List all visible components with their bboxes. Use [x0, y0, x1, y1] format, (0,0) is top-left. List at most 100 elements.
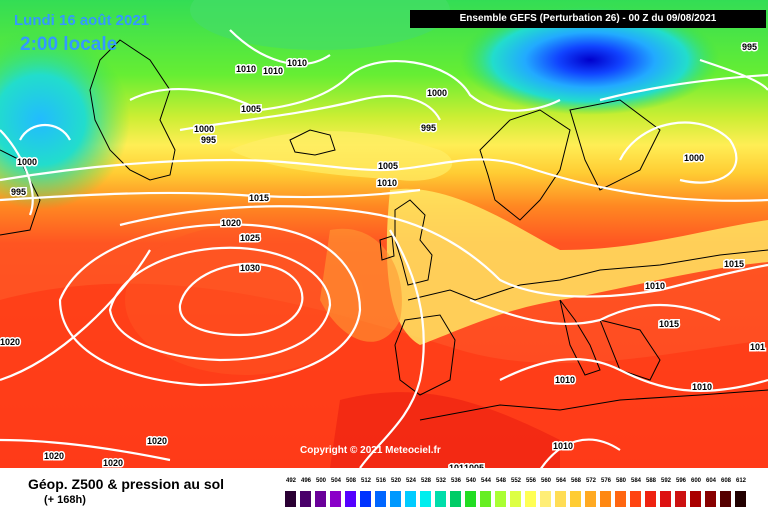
- color-scale: 492 496 500 504 508 512 516 520 524 528 532 536 540 5…: [285, 478, 755, 510]
- scale-tick-label: 612: [735, 478, 746, 484]
- scale-swatch: [630, 491, 641, 507]
- scale-tick-label: 576: [600, 478, 611, 484]
- isobar-label: 1005: [464, 463, 484, 468]
- scale-swatch: [570, 491, 581, 507]
- isobar-label: 1005: [241, 104, 261, 114]
- isobar-label: 1010: [645, 281, 665, 291]
- isobar-label: 1020: [147, 436, 167, 446]
- scale-swatch: [450, 491, 461, 507]
- isobar-label: 101: [750, 342, 765, 352]
- isobar-labels: 1010 1010 1010 1005 1000 995 1000 995 99…: [0, 41, 767, 469]
- isobar-label: 1020: [0, 337, 20, 347]
- scale-swatch: [690, 491, 701, 507]
- isobar-label: 1010: [287, 58, 307, 68]
- isobar-label: 1030: [240, 263, 260, 273]
- scale-tick-label: 560: [540, 478, 551, 484]
- scale-swatch: [555, 491, 566, 507]
- scale-swatch: [345, 491, 356, 507]
- isobar-label: 995: [742, 42, 757, 52]
- isobar-label: 1015: [724, 259, 744, 269]
- copyright-text: Copyright © 2021 Meteociel.fr: [300, 445, 441, 456]
- scale-swatch: [675, 491, 686, 507]
- scale-swatch: [285, 491, 296, 507]
- scale-tick-label: 520: [390, 478, 401, 484]
- forecast-date: Lundi 16 août 2021: [14, 12, 150, 29]
- scale-swatch: [315, 491, 326, 507]
- isobar-label: 1010: [236, 64, 256, 74]
- scale-tick-label: 544: [480, 478, 491, 484]
- scale-swatch: [465, 491, 476, 507]
- scale-tick-label: 500: [315, 478, 326, 484]
- isobar-label: 1020: [103, 458, 123, 468]
- scale-swatch: [615, 491, 626, 507]
- scale-swatch: [435, 491, 446, 507]
- scale-tick-label: 556: [525, 478, 536, 484]
- scale-tick-label: 512: [360, 478, 371, 484]
- scale-swatch: [645, 491, 656, 507]
- scale-tick-label: 592: [660, 478, 671, 484]
- forecast-local-time: 2:00 locale: [20, 34, 118, 55]
- field-title: Géop. Z500 & pression au sol: [28, 476, 225, 492]
- isobar-label: 1000: [684, 153, 704, 163]
- scale-tick-label: 568: [570, 478, 581, 484]
- scale-swatch: [735, 491, 746, 507]
- scale-swatch: [300, 491, 311, 507]
- scale-tick-label: 532: [435, 478, 446, 484]
- scale-tick-label: 604: [705, 478, 716, 484]
- scale-tick-label: 564: [555, 478, 566, 484]
- scale-tick-label: 584: [630, 478, 641, 484]
- scale-tick-label: 496: [300, 478, 311, 484]
- isobar-label: 1010: [377, 178, 397, 188]
- scale-swatch: [405, 491, 416, 507]
- scale-tick-label: 524: [405, 478, 416, 484]
- isobar-label: 1025: [240, 233, 260, 243]
- isobar-label: 1005: [378, 161, 398, 171]
- isobar-label: 101: [449, 463, 464, 468]
- scale-tick-label: 572: [585, 478, 596, 484]
- scale-swatch: [375, 491, 386, 507]
- scale-swatch: [495, 491, 506, 507]
- isobar-label: 1000: [17, 157, 37, 167]
- scale-tick-label: 536: [450, 478, 461, 484]
- scale-tick-label: 540: [465, 478, 476, 484]
- isobar-label: 1010: [263, 66, 283, 76]
- isobar-label: 995: [421, 123, 436, 133]
- lead-time: (+ 168h): [44, 494, 86, 506]
- isobar-label: 1010: [555, 375, 575, 385]
- scale-swatch: [585, 491, 596, 507]
- isobar-label: 1010: [692, 382, 712, 392]
- scale-tick-label: 548: [495, 478, 506, 484]
- scale-swatch: [660, 491, 671, 507]
- scale-tick-label: 516: [375, 478, 386, 484]
- scale-swatch: [720, 491, 731, 507]
- scale-tick-label: 608: [720, 478, 731, 484]
- scale-tick-label: 528: [420, 478, 431, 484]
- scale-swatch: [510, 491, 521, 507]
- scale-swatch: [525, 491, 536, 507]
- isobar-label: 1000: [427, 88, 447, 98]
- isobar-label: 1000: [194, 124, 214, 134]
- scale-swatch: [540, 491, 551, 507]
- scale-tick-label: 596: [675, 478, 686, 484]
- isobar-label: 1015: [659, 319, 679, 329]
- scale-swatch: [330, 491, 341, 507]
- scale-swatch: [390, 491, 401, 507]
- scale-tick-label: 588: [645, 478, 656, 484]
- isobar-label: 1010: [553, 441, 573, 451]
- scale-tick-label: 580: [615, 478, 626, 484]
- isobar-label: 995: [201, 135, 216, 145]
- isobar-label: 1015: [249, 193, 269, 203]
- scale-tick-label: 492: [285, 478, 296, 484]
- isobar-label: 995: [11, 187, 26, 197]
- isobar-label: 1020: [221, 218, 241, 228]
- scale-tick-label: 504: [330, 478, 341, 484]
- model-run-banner: Ensemble GEFS (Perturbation 26) - 00 Z d…: [410, 10, 766, 28]
- scale-tick-label: 600: [690, 478, 701, 484]
- scale-swatch: [360, 491, 371, 507]
- scale-swatch: [705, 491, 716, 507]
- isobar-label: 1020: [44, 451, 64, 461]
- scale-swatch: [600, 491, 611, 507]
- scale-swatch: [480, 491, 491, 507]
- scale-swatch: [420, 491, 431, 507]
